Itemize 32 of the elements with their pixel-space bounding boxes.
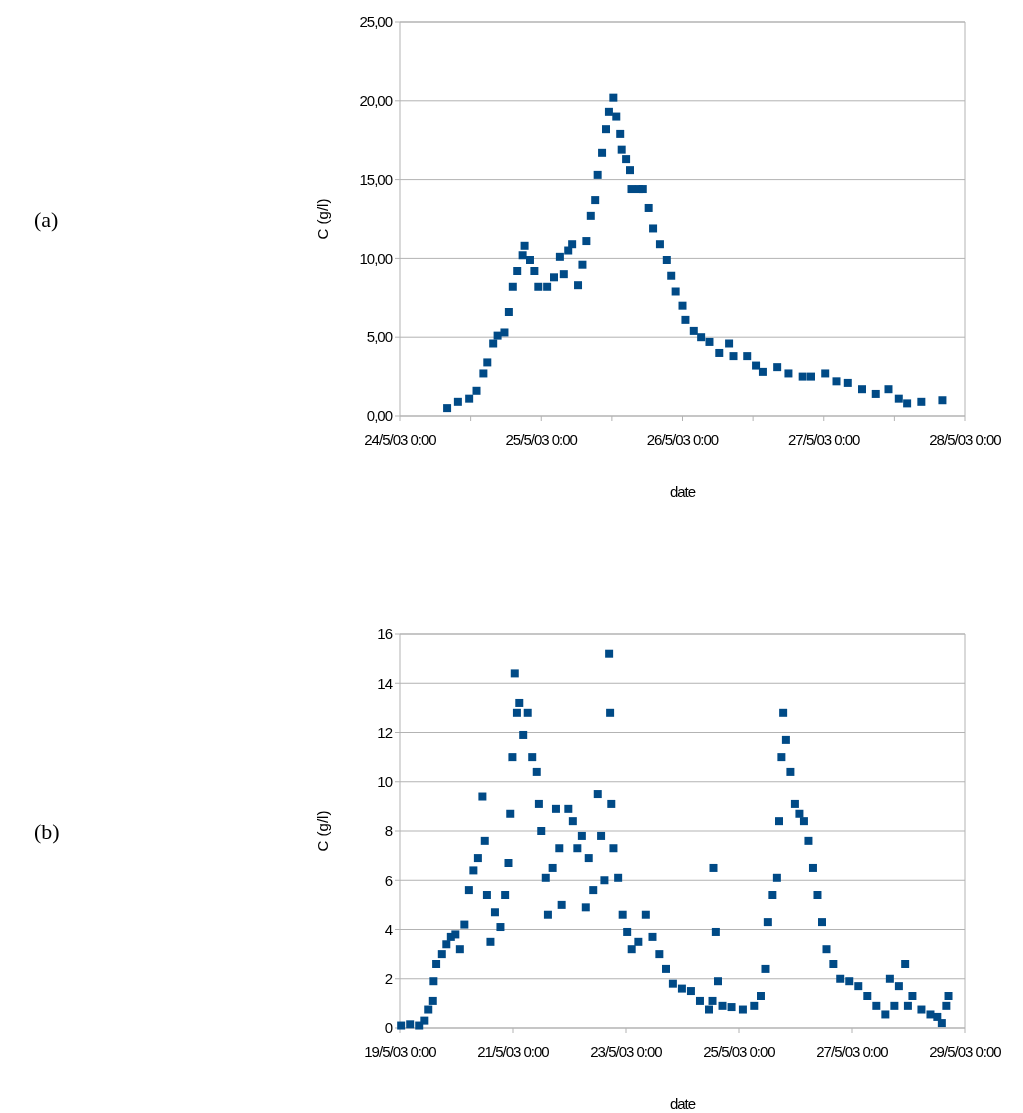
y-tick-label: 8 [384, 822, 393, 840]
y-tick-label: 12 [377, 723, 393, 741]
x-axis-title: date [669, 1095, 696, 1112]
y-tick-label: 15,00 [359, 170, 393, 188]
text: (b) [34, 819, 60, 844]
y-tick-label: 14 [377, 674, 393, 692]
x-tick-label: 28/5/03 0:00 [929, 431, 1002, 448]
y-axis-title: C (g/l) [314, 198, 331, 240]
y-axis-title: C (g/l) [314, 810, 331, 852]
x-tick-label: 25/5/03 0:00 [505, 431, 578, 448]
x-tick-label: 29/5/03 0:00 [929, 1043, 1002, 1060]
x-tick-label: 19/5/03 0:00 [364, 1043, 437, 1060]
x-axis-title: date [669, 483, 696, 500]
x-tick-label: 25/5/03 0:00 [703, 1043, 776, 1060]
x-tick-label: 27/5/03 0:00 [788, 431, 861, 448]
y-tick-label: 25,00 [359, 13, 393, 31]
y-tick-label: 6 [384, 871, 393, 889]
y-tick-label: 2 [384, 970, 393, 987]
y-tick-label: 10 [377, 773, 393, 790]
y-tick-label: 0,00 [366, 407, 393, 425]
x-tick-label: 24/5/03 0:00 [364, 431, 437, 448]
y-tick-label: 4 [384, 920, 393, 938]
x-tick-label: 21/5/03 0:00 [477, 1043, 550, 1060]
x-tick-label: 27/5/03 0:00 [816, 1043, 889, 1060]
x-tick-label: 23/5/03 0:00 [590, 1043, 663, 1060]
y-tick-label: 20,00 [359, 92, 393, 110]
y-tick-label: 5,00 [366, 328, 393, 346]
text: (a) [34, 207, 59, 232]
y-tick-label: 0 [384, 1019, 393, 1037]
x-tick-label: 26/5/03 0:00 [646, 431, 719, 448]
y-tick-label: 10,00 [359, 249, 393, 267]
y-tick-label: 16 [377, 625, 393, 643]
